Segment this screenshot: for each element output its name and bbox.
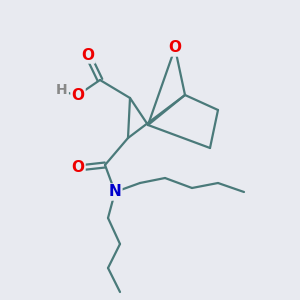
Text: O: O [71,160,85,175]
Text: O: O [71,88,85,103]
Text: N: N [109,184,122,200]
Text: H: H [56,83,68,97]
Text: O: O [169,40,182,56]
Text: O: O [82,47,94,62]
